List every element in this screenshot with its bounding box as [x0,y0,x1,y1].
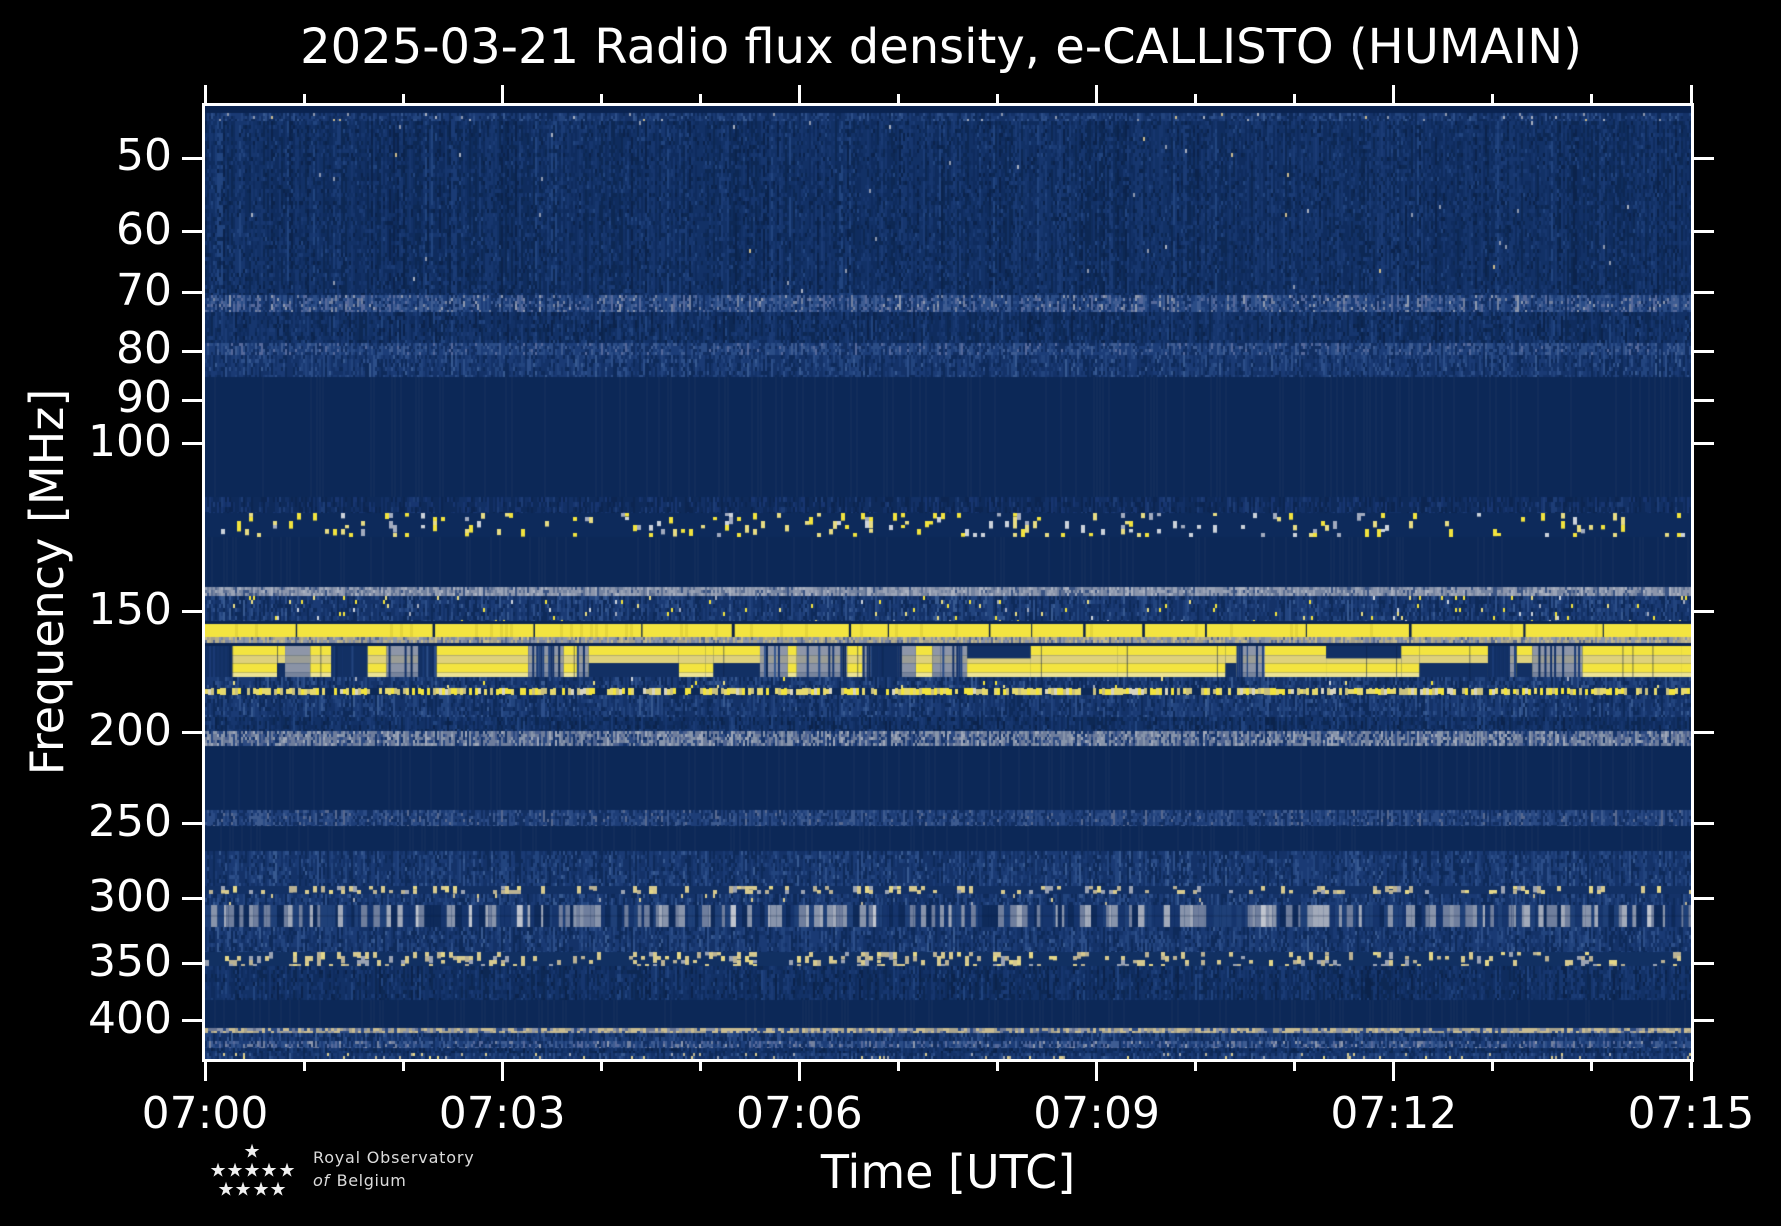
star-icon: ★ [269,1178,287,1201]
x-minor-tick-top [698,94,702,103]
y-major-tick-right [1694,291,1714,295]
x-minor-tick-bottom [302,1062,306,1071]
logo-text-line1: Royal Observatory [313,1148,475,1167]
y-major-tick-left [182,731,202,735]
x-minor-tick-top [1194,94,1198,103]
x-major-tick-top [1689,85,1693,103]
y-major-tick-right [1694,1019,1714,1023]
y-major-tick-right [1694,822,1714,826]
x-minor-tick-top [1293,94,1297,103]
y-tick-label: 70 [116,264,172,316]
y-major-tick-left [182,962,202,966]
x-minor-tick-top [896,94,900,103]
y-tick-label: 60 [116,203,172,255]
y-major-tick-left [182,156,202,160]
star-icon: ★ [234,1178,252,1201]
x-tick-label: 07:06 [735,1088,863,1139]
spectrogram-canvas [205,106,1691,1059]
x-tick-label: 07:09 [1033,1088,1160,1139]
y-major-tick-left [182,897,202,901]
y-tick-label: 300 [88,870,172,922]
x-minor-tick-bottom [1491,1062,1495,1071]
x-axis-title: Time [UTC] [820,1145,1076,1199]
y-major-tick-left [182,398,202,402]
y-major-tick-left [182,349,202,353]
y-major-tick-left [182,230,202,234]
y-major-tick-right [1694,610,1714,614]
x-minor-tick-top [996,94,1000,103]
x-major-tick-bottom [1095,1062,1099,1081]
x-minor-tick-top [1590,94,1594,103]
x-tick-label: 07:00 [141,1088,269,1139]
y-tick-label: 50 [116,130,172,182]
y-major-tick-right [1694,349,1714,353]
y-tick-label: 150 [88,583,172,635]
y-tick-label: 400 [88,992,172,1044]
y-major-tick-left [182,1019,202,1023]
y-tick-label: 90 [116,372,172,423]
chart-title: 2025-03-21 Radio flux density, e-CALLIST… [300,19,1582,75]
x-minor-tick-bottom [996,1062,1000,1071]
x-major-tick-bottom [1689,1062,1693,1081]
logo-text-belgium: Belgium [336,1171,407,1190]
x-minor-tick-bottom [1194,1062,1198,1071]
x-major-tick-bottom [500,1062,504,1081]
x-major-tick-top [500,85,504,103]
x-tick-label: 07:12 [1330,1088,1458,1139]
star-icon: ★ [278,1159,296,1182]
y-tick-label: 350 [88,935,172,987]
y-major-tick-right [1694,398,1714,402]
y-axis-title: Frequency [MHz] [20,388,74,776]
y-major-tick-right [1694,230,1714,234]
y-tick-label: 250 [88,795,172,847]
y-major-tick-left [182,610,202,614]
y-major-tick-left [182,442,202,446]
x-minor-tick-bottom [896,1062,900,1071]
y-tick-label: 200 [88,704,172,756]
x-tick-label: 07:15 [1627,1088,1755,1139]
star-icon: ★ [260,1159,278,1182]
x-minor-tick-top [1491,94,1495,103]
y-major-tick-right [1694,897,1714,901]
x-tick-label: 07:03 [438,1088,566,1139]
x-major-tick-top [203,85,207,103]
x-minor-tick-bottom [1293,1062,1297,1071]
y-major-tick-left [182,291,202,295]
x-minor-tick-top [401,94,405,103]
y-major-tick-left [182,822,202,826]
star-icon: ★ [217,1178,235,1201]
star-icon: ★ [209,1159,227,1182]
x-minor-tick-top [599,94,603,103]
logo-text-of: of [313,1171,330,1190]
y-major-tick-right [1694,156,1714,160]
x-minor-tick-bottom [599,1062,603,1071]
x-minor-tick-bottom [698,1062,702,1071]
y-tick-label: 100 [88,415,172,467]
y-major-tick-right [1694,442,1714,446]
x-minor-tick-bottom [1590,1062,1594,1071]
logo-text-line2: of Belgium [313,1171,406,1190]
y-tick-label: 80 [116,323,172,375]
y-major-tick-right [1694,962,1714,966]
x-minor-tick-bottom [401,1062,405,1071]
x-major-tick-bottom [1392,1062,1396,1081]
y-major-tick-right [1694,731,1714,735]
star-icon: ★ [243,1159,261,1182]
star-icon: ★ [226,1159,244,1182]
star-icon: ★ [243,1140,261,1163]
x-major-tick-top [797,85,801,103]
x-major-tick-top [1392,85,1396,103]
star-icon: ★ [252,1178,270,1201]
x-major-tick-bottom [797,1062,801,1081]
x-major-tick-bottom [203,1062,207,1081]
x-major-tick-top [1095,85,1099,103]
x-minor-tick-top [302,94,306,103]
